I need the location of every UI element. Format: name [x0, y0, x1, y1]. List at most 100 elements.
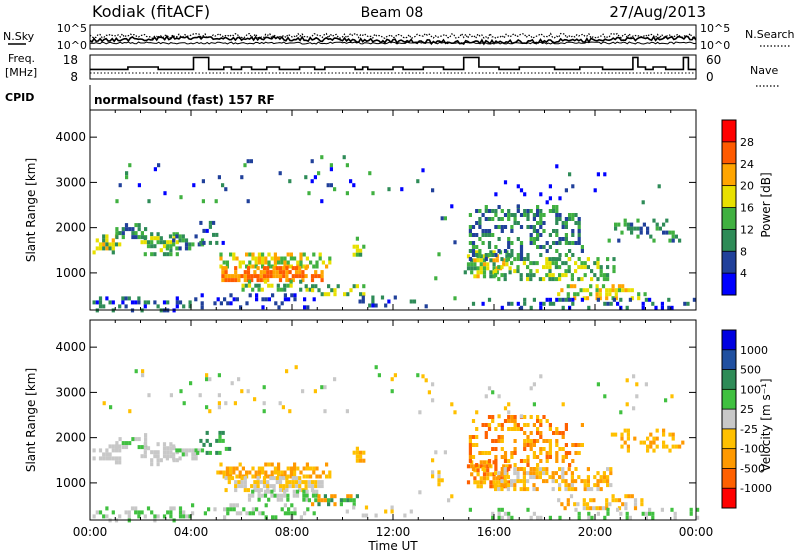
heatmap-cell: [178, 456, 182, 461]
heatmap-cell: [251, 489, 255, 494]
heatmap-cell: [573, 502, 577, 507]
heatmap-cell: [288, 270, 292, 275]
heatmap-cell: [315, 264, 319, 269]
heatmap-cell: [580, 249, 584, 253]
heatmap-cell: [314, 284, 318, 289]
heatmap-cell: [217, 393, 221, 398]
heatmap-cell: [124, 510, 128, 515]
heatmap-cell: [286, 493, 290, 498]
heatmap-cell: [646, 226, 650, 231]
heatmap-cell: [288, 484, 292, 489]
heatmap-cell: [529, 386, 533, 391]
heatmap-cell: [614, 498, 618, 503]
heatmap-cell: [288, 179, 292, 184]
heatmap-cell: [671, 444, 675, 449]
heatmap-cell: [118, 242, 122, 247]
heatmap-cell: [668, 448, 672, 453]
heatmap-cell: [323, 292, 327, 297]
heatmap-cell: [272, 266, 276, 271]
heatmap-cell: [644, 382, 648, 387]
heatmap-cell: [648, 511, 652, 516]
heatmap-cell: [555, 439, 559, 443]
heatmap-cell: [169, 240, 173, 245]
heatmap-cell: [325, 462, 329, 467]
heatmap-cell: [582, 498, 586, 503]
heatmap-cell: [272, 270, 276, 275]
heatmap-cell: [630, 288, 634, 293]
heatmap-cell: [552, 301, 556, 306]
heatmap-cell: [307, 498, 311, 503]
heatmap-cell: [624, 494, 628, 499]
heatmap-cell: [532, 467, 536, 471]
heatmap-cell: [333, 502, 337, 507]
heatmap-cell: [311, 493, 316, 498]
heatmap-cell: [614, 222, 618, 227]
heatmap-cell: [178, 510, 183, 515]
heatmap-cell: [609, 471, 613, 476]
heatmap-cell: [577, 225, 581, 229]
heatmap-cell: [612, 265, 616, 270]
heatmap-cell: [235, 466, 239, 471]
heatmap-cell: [283, 297, 287, 302]
heatmap-cell: [668, 432, 672, 437]
heatmap-cell: [529, 233, 533, 237]
heatmap-cell: [475, 463, 479, 467]
heatmap-cell: [606, 479, 610, 484]
heatmap-cell: [355, 248, 359, 253]
heatmap-cell: [118, 183, 122, 188]
heatmap-cell: [519, 213, 524, 217]
heatmap-cell: [539, 447, 543, 451]
heatmap-cell: [476, 274, 480, 279]
heatmap-cell: [471, 225, 476, 229]
heatmap-cell: [234, 278, 238, 283]
heatmap-cell: [437, 252, 441, 257]
heatmap-cell: [516, 269, 520, 274]
heatmap-cell: [522, 261, 526, 266]
heatmap-cell: [623, 218, 627, 223]
heatmap-cell: [172, 242, 176, 247]
heatmap-cell: [507, 301, 511, 306]
heatmap-cell: [301, 274, 305, 279]
heatmap-cell: [516, 479, 520, 484]
heatmap-cell: [259, 270, 263, 275]
heatmap-cell: [262, 266, 267, 271]
heatmap-cell: [538, 475, 542, 480]
heatmap-cell: [486, 468, 490, 473]
heatmap-cell: [159, 236, 163, 241]
heatmap-cell: [529, 471, 533, 476]
heatmap-cell: [536, 455, 540, 459]
heatmap-cell: [526, 471, 530, 476]
heatmap-cell: [620, 432, 624, 437]
heatmap-cell: [532, 511, 536, 516]
heatmap-cell: [561, 479, 565, 484]
heatmap-cell: [481, 301, 485, 306]
heatmap-cell: [278, 480, 283, 485]
heatmap-cell: [487, 245, 492, 249]
heatmap-cell: [560, 502, 564, 507]
heatmap-cell: [564, 233, 568, 237]
heatmap-cell: [278, 274, 283, 279]
heatmap-cell: [526, 217, 530, 221]
heatmap-cell: [516, 423, 520, 427]
heatmap-cell: [558, 297, 562, 302]
heatmap-cell: [205, 373, 209, 378]
heatmap-cell: [312, 466, 316, 471]
heatmap-cell: [471, 435, 476, 439]
heatmap-cell: [267, 260, 271, 265]
heatmap-cell: [223, 515, 227, 520]
heatmap-cell: [536, 415, 540, 419]
heatmap-cell: [302, 474, 306, 479]
heatmap-cell: [175, 234, 179, 239]
heatmap-cell: [510, 261, 514, 266]
heatmap-cell: [127, 296, 131, 301]
heatmap-cell: [283, 489, 287, 494]
heatmap-cell: [227, 480, 231, 485]
heatmap-cell: [253, 488, 257, 493]
heatmap-cell: [526, 225, 530, 229]
heatmap-cell: [224, 278, 228, 283]
heatmap-cell: [293, 256, 297, 261]
heatmap-cell: [238, 264, 242, 269]
heatmap-cell: [362, 450, 366, 455]
heatmap-cell: [510, 229, 514, 233]
